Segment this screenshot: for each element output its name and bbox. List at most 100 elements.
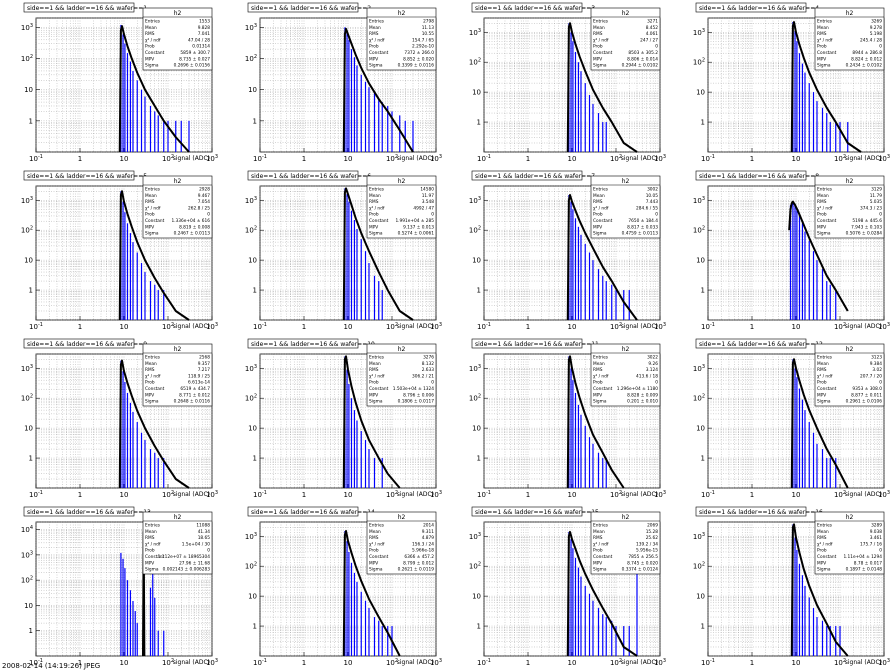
stat-label: Entries [593,355,609,361]
stats-box: h2 Entries 14580 Mean 11.97 RMS 3.548 χ² / ndf 4… [366,175,437,239]
y-tick-label: 102 [245,226,257,235]
x-tick-label: 102 [610,322,622,331]
stat-label: Sigma [369,231,383,237]
histogram-title: side==1 && ladder==16 && wafer==4 [699,5,819,12]
stat-label: Sigma [593,567,607,573]
y-tick-label: 103 [693,532,705,541]
stat-value: 8.745 ± 0.020 [627,560,658,566]
histogram-bars [344,531,393,656]
histogram-panel: side==1 && ladder==16 && wafer==10 10-1 1 1… [224,336,448,504]
y-tick-label: 1 [701,455,705,463]
stat-label: Prob [369,44,379,50]
x-axis-label: signal (ADC) [621,155,658,162]
stat-label: Prob [369,212,379,218]
x-tick-label: 103 [206,658,218,667]
fit-curve [118,359,190,489]
stat-label: Mean [145,529,157,535]
stat-value: 15.28 [646,529,659,535]
histogram-name: h2 [846,178,854,185]
x-tick-label: 103 [654,322,666,331]
fit-curve [566,194,638,321]
stat-label: RMS [145,367,155,373]
stat-label: χ² / ndf [369,541,385,547]
title-box [23,506,135,517]
x-tick-label: 10 [120,155,129,163]
y-tick-label: 103 [21,196,33,205]
x-tick-label: 1 [750,491,754,499]
histogram-title: side==1 && ladder==16 && wafer==5 [27,173,147,180]
stat-value: 11088 [196,523,210,529]
stat-label: MPV [817,224,826,230]
stat-label: Constant [145,386,165,392]
stat-value: 3289 [871,523,882,529]
fit-curve [342,530,401,657]
fit-curve [342,355,401,489]
histogram-title: side==1 && ladder==16 && wafer==8 [699,173,819,180]
stat-label: χ² / ndf [593,373,609,379]
stat-value: 9.278 [870,25,883,31]
stat-label: Prob [593,212,603,218]
histogram-name: h2 [846,10,854,17]
stat-label: Entries [593,523,609,529]
stat-label: Prob [369,380,379,386]
stat-value: 0 [879,548,882,554]
fit-curve [790,21,862,153]
histogram-title: side==1 && ladder==16 && wafer==3 [475,5,595,12]
stat-label: χ² / ndf [369,205,385,211]
y-tick-label: 10 [696,425,705,433]
grid-lines [707,521,885,657]
x-tick-label: 10-1 [29,322,43,331]
stat-value: 3129 [871,187,882,193]
stat-label: RMS [145,199,155,205]
histogram-name: h2 [622,514,630,521]
fit-curve [566,22,638,153]
stat-label: Entries [817,187,833,193]
stats-box: h2 Entries 3271 Mean 8.452 RMS 4.061 χ² / ndf 24… [590,7,661,71]
stats-box: h2 Entries 3123 Mean 9.384 RMS 3.02 χ² / ndf 207… [814,343,885,407]
stat-value: 9353 ± 308.0 [852,386,882,392]
stat-value: 6366 ± 457.2 [404,554,434,560]
stat-value: 0.3374 ± 0.0124 [622,567,659,573]
y-tick-label: 103 [469,196,481,205]
x-tick-label: 10 [568,155,577,163]
stat-label: χ² / ndf [593,205,609,211]
stat-value: 154.7 / 65 [412,37,434,43]
stat-value: 8.78 ± 0.017 [854,560,882,566]
x-tick-label: 10-1 [477,154,491,163]
stat-value: 25.62 [646,535,659,541]
y-tick-label: 10 [248,257,257,265]
stat-label: MPV [145,224,154,230]
stat-label: χ² / ndf [817,373,833,379]
fit-curve [566,530,638,657]
y-tick-label: 103 [469,364,481,373]
y-tick-label: 103 [21,550,33,559]
x-tick-label: 103 [206,322,218,331]
y-tick-label: 102 [693,58,705,67]
histogram-title: side==1 && ladder==16 && wafer==1 [27,5,147,12]
stat-value: 3.02 [872,367,882,373]
stat-value: 8.799 ± 0.012 [403,560,434,566]
stat-value: 3123 [871,355,882,361]
footer-text: 2008-02-14 (14:19:26) JPEG [2,662,101,670]
stat-value: 0 [207,212,210,218]
x-tick-label: 1 [750,659,754,667]
histogram-svg: side==1 && ladder==16 && wafer==510-1 1 10… [21,170,218,331]
y-tick-label: 103 [245,364,257,373]
histogram-panel: side==1 && ladder==16 && wafer==16 10-1 1 1… [672,504,896,672]
stat-label: Constant [369,554,389,560]
stat-label: MPV [593,392,602,398]
histogram-title: side==1 && ladder==16 && wafer==6 [251,173,371,180]
y-tick-label: 102 [693,226,705,235]
stat-label: Prob [145,212,155,218]
stat-label: Entries [145,355,161,361]
stat-value: 2568 [199,355,210,361]
x-tick-label: 102 [834,490,846,499]
title-box [471,338,583,349]
stat-label: MPV [593,224,602,230]
x-axis-label: signal (ADC) [621,659,658,666]
x-axis-label: signal (ADC) [845,491,882,498]
x-axis-label: signal (ADC) [845,659,882,666]
stat-label: Mean [817,361,829,367]
stat-label: Entries [369,523,385,529]
